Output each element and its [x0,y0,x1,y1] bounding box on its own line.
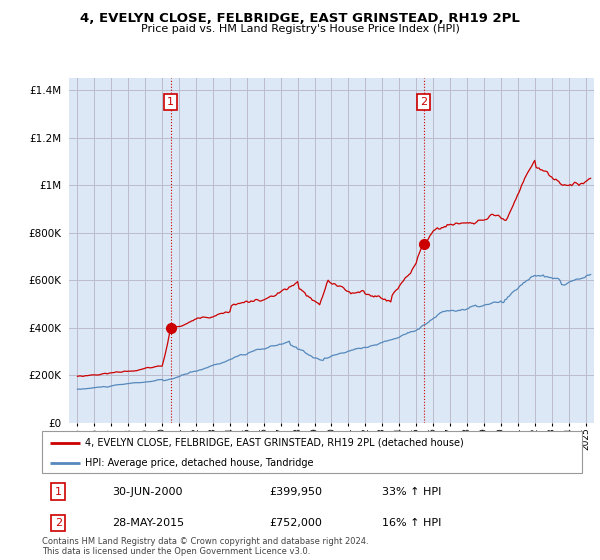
Text: 4, EVELYN CLOSE, FELBRIDGE, EAST GRINSTEAD, RH19 2PL (detached house): 4, EVELYN CLOSE, FELBRIDGE, EAST GRINSTE… [85,438,464,448]
Text: HPI: Average price, detached house, Tandridge: HPI: Average price, detached house, Tand… [85,458,314,468]
Text: 16% ↑ HPI: 16% ↑ HPI [382,518,442,528]
Text: £752,000: £752,000 [269,518,322,528]
Text: 2: 2 [55,518,62,528]
Text: Contains HM Land Registry data © Crown copyright and database right 2024.: Contains HM Land Registry data © Crown c… [42,538,368,547]
Text: 1: 1 [167,97,174,107]
Text: This data is licensed under the Open Government Licence v3.0.: This data is licensed under the Open Gov… [42,548,310,557]
Text: 2: 2 [420,97,427,107]
Text: 28-MAY-2015: 28-MAY-2015 [112,518,184,528]
Text: Price paid vs. HM Land Registry's House Price Index (HPI): Price paid vs. HM Land Registry's House … [140,24,460,34]
Text: 33% ↑ HPI: 33% ↑ HPI [382,487,442,497]
Text: 4, EVELYN CLOSE, FELBRIDGE, EAST GRINSTEAD, RH19 2PL: 4, EVELYN CLOSE, FELBRIDGE, EAST GRINSTE… [80,12,520,25]
Text: 30-JUN-2000: 30-JUN-2000 [112,487,183,497]
Text: £399,950: £399,950 [269,487,322,497]
Text: 1: 1 [55,487,62,497]
